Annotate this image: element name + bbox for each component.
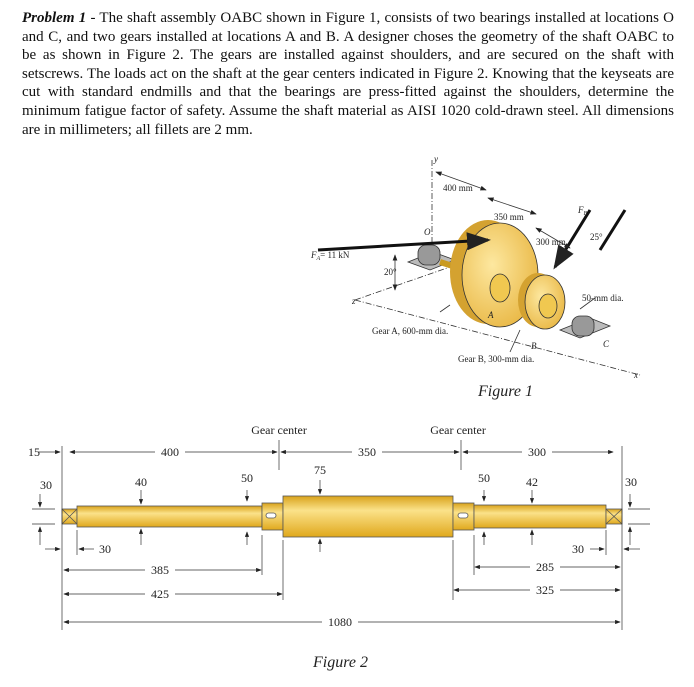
dim-350: 350 [358,445,376,459]
label-a: A [487,310,494,320]
dim-15: 15 [28,445,40,459]
dim-350mm: 350 mm [494,212,524,222]
label-x: x [633,370,638,380]
figure-1-caption: Figure 1 [477,383,533,400]
force-fa-label: FA= 11 kN [310,250,350,262]
fa-value: = 11 kN [320,250,350,260]
dim-425: 425 [151,587,169,601]
figure-2-dimensions [32,440,650,630]
label-c: C [603,339,610,349]
dia-42: 42 [526,475,538,489]
angle-20: 20° [384,267,397,277]
fa-symbol: F [310,250,317,260]
dim-325: 325 [536,583,554,597]
shaft-section-40 [76,505,263,528]
force-fa-arrow [317,232,491,252]
keyseat-right [457,512,469,519]
bearing-o [406,244,457,271]
bearing-c [558,315,612,339]
figure-2-shaft [61,495,623,538]
gear-a-label: Gear A, 600-mm dia. [372,326,448,336]
dia-75: 75 [314,463,326,477]
shaft-dia-label: 50-mm dia. [582,293,624,303]
label-o: O [424,227,431,237]
shaft-section-75 [282,495,454,538]
force-fb-arrow [553,209,592,270]
dim-300: 300 [528,445,546,459]
force-fb-label: FB [577,205,588,217]
dim-400mm: 400 mm [443,183,473,193]
dia-30-left: 30 [40,478,52,492]
dia-50-left: 50 [241,471,253,485]
fb-symbol: F [577,205,584,215]
figure-2-caption: Figure 2 [312,654,368,671]
label-y: y [433,154,438,164]
dia-30-right: 30 [625,475,637,489]
problem-statement: Problem 1 - The shaft assembly OABC show… [22,9,674,139]
shaft-section-42 [473,504,607,529]
fb-subscript: B [584,211,588,217]
figure-1 [317,160,641,376]
dim-285: 285 [536,560,554,574]
label-z: z [351,296,356,306]
dia-40: 40 [135,475,147,489]
gear-center-label-1: Gear center [251,423,307,437]
gear-center-label-2: Gear center [430,423,486,437]
dim-400: 400 [161,445,179,459]
dim-1080: 1080 [328,615,352,629]
x-axis [354,299,641,376]
len-30-left: 30 [99,542,111,556]
dia-50-right: 50 [478,471,490,485]
problem-label: Problem 1 [22,10,87,26]
keyseat-left [265,512,277,519]
label-b: B [531,341,537,351]
angle-25: 25° [590,232,603,242]
dim-300mm: 300 mm [536,237,566,247]
dim-385: 385 [151,563,169,577]
len-30-right: 30 [572,542,584,556]
problem-text: - The shaft assembly OABC shown in Figur… [22,10,675,138]
gear-b-label: Gear B, 300-mm dia. [458,354,534,364]
fa-subscript: A [316,256,321,262]
